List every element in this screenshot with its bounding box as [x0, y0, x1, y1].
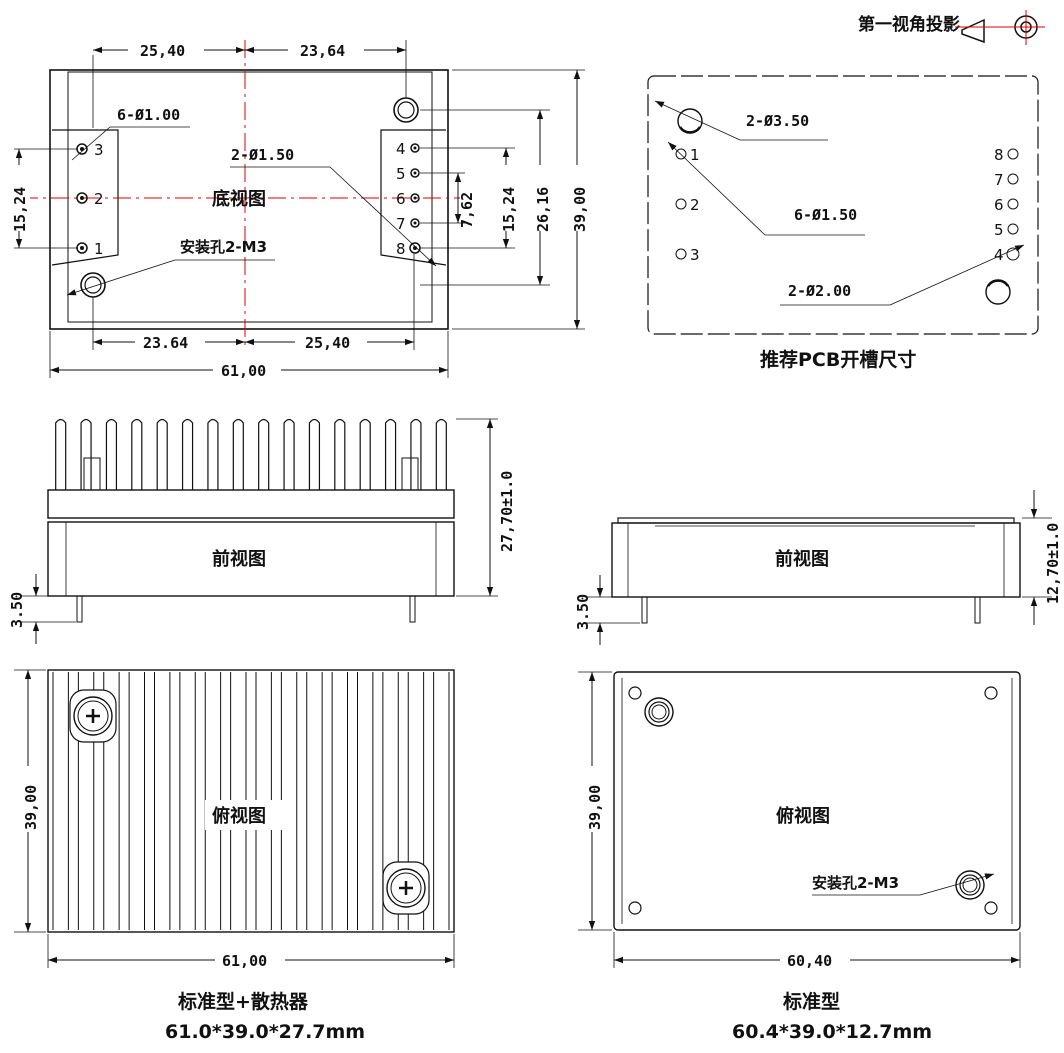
top-standard-outline: [613, 671, 1021, 931]
dim-bottom-height: 39,00: [571, 187, 589, 232]
bottom-view: 3 2 1 4 5 6 7 8 底视图 25,40 23,64: [10, 40, 589, 380]
dim-bottom-width: 61,00: [221, 362, 266, 380]
front-view-standard: 前视图 12,70±1.0 3.50: [574, 490, 1062, 645]
projection-label: 第一视角投影: [858, 14, 960, 35]
front-std-body: [611, 522, 1021, 598]
dim-front-standard-height: 12,70±1.0: [1044, 523, 1062, 604]
dim-bottom-left-span: 15,24: [11, 187, 29, 232]
bottom-right-pin-block: [380, 129, 447, 266]
heatsink-fin: [435, 418, 447, 490]
heatsink-screw-left: [83, 457, 101, 491]
bottom-left-pin-block: [51, 129, 119, 266]
heatsink-fin: [105, 418, 118, 490]
dim-front-heatsink-height: 27,70±1.0: [498, 471, 516, 552]
bottom-right-pin-label: 4: [396, 140, 406, 158]
front-body: [47, 521, 455, 597]
bottom-right-pins: 4 5 6 7 8: [396, 140, 421, 258]
caption-standard-name: 标准型: [783, 990, 840, 1013]
projection-symbol: 第一视角投影: [858, 10, 1045, 45]
top-heatsink-title: 俯视图: [212, 805, 266, 827]
note-top-standard-mount: 安装孔2-M3: [812, 874, 899, 892]
front-standard-title: 前视图: [775, 548, 829, 570]
dim-bottom-bottom-left: 23.64: [143, 334, 188, 352]
heatsink-fin: [131, 418, 143, 490]
bottom-outline: [49, 69, 449, 330]
heatsink-fin: [308, 418, 321, 490]
dim-top-heatsink-height: 39,00: [22, 785, 40, 830]
dim-top-heatsink-width: 61,00: [222, 952, 267, 970]
pcb-right-pin-label: 7: [994, 171, 1004, 189]
bottom-left-pin-label: 1: [94, 240, 104, 258]
pcb-view-title: 推荐PCB开槽尺寸: [760, 348, 916, 371]
pcb-left-pin-label: 3: [690, 246, 700, 264]
heatsink-fin: [232, 418, 244, 490]
caption-standard-size: 60.4*39.0*12.7mm: [732, 1021, 932, 1043]
bottom-right-pin-label: 7: [396, 215, 406, 233]
front-std-pin-right: [974, 596, 981, 624]
caption-heatsink-name: 标准型+散热器: [178, 990, 309, 1013]
dim-front-standard-pin: 3.50: [574, 594, 592, 630]
heatsink-screw-right: [401, 457, 419, 491]
dim-front-heatsink-pin: 3.50: [8, 592, 26, 628]
heatsink-fin: [334, 418, 346, 490]
note-bottom-mount: 安装孔2-M3: [180, 238, 267, 256]
note-pcb-large-hole: 2-Ø3.50: [746, 112, 809, 130]
note-pcb-power-hole: 2-Ø2.00: [788, 282, 851, 300]
front-view-heatsink: 前视图 27,70±1.0 3.50: [8, 418, 516, 644]
top-heatsink-outline: [47, 669, 455, 933]
heatsink-fins: [55, 418, 447, 490]
top-view-heatsink: 俯视图 39,00 61,00 标准型+散热器 61.0*39.0*27.7mm: [14, 669, 455, 1043]
pcb-right-pin-label: 5: [994, 221, 1004, 239]
bottom-left-pin-label: 2: [94, 190, 104, 208]
pcb-right-pin-label: 6: [994, 196, 1004, 214]
top-standard-title: 俯视图: [776, 805, 830, 827]
pcb-view: 1 2 3 8 7 6 5 4 2-Ø3.50 6-Ø1.50 2-Ø2.00 …: [647, 75, 1039, 371]
bottom-left-pin-label: 3: [94, 141, 104, 159]
pcb-outline: [647, 75, 1039, 335]
dim-top-standard-height: 39,00: [586, 785, 604, 830]
bottom-left-pins: 3 2 1: [76, 141, 104, 258]
note-bottom-pins-left: 6-Ø1.00: [117, 106, 180, 124]
note-bottom-pins-right: 2-Ø1.50: [231, 146, 294, 164]
heatsink-fin: [283, 418, 295, 490]
heatsink-fin: [156, 418, 168, 490]
bottom-right-pin-label: 5: [396, 165, 406, 183]
pcb-right-pin-label: 8: [994, 146, 1004, 164]
heatsink-fin: [410, 418, 422, 490]
note-pcb-signal-holes: 6-Ø1.50: [794, 206, 857, 224]
bottom-right-pin-label: 6: [396, 190, 406, 208]
heatsink-fin: [181, 418, 194, 490]
dim-bottom-right-span: 15,24: [500, 187, 518, 232]
dim-bottom-right-inner: 7,62: [458, 192, 476, 228]
pcb-left-pin-label: 1: [690, 146, 700, 164]
top-view-standard: 俯视图 安装孔2-M3 39,00 60,40 标准型 60.4*39.0*12…: [578, 671, 1021, 1043]
heatsink-fin: [258, 418, 270, 490]
bottom-view-title: 底视图: [212, 188, 266, 210]
dim-bottom-top-left: 25,40: [140, 42, 185, 60]
dim-bottom-right-outer: 26,16: [534, 187, 552, 232]
front-heatsink-title: 前视图: [212, 548, 266, 570]
bottom-right-pin-label: 8: [396, 240, 406, 258]
dim-bottom-bottom-right: 25,40: [305, 334, 350, 352]
top-standard-mount-hole-icon: [644, 697, 674, 727]
heatsink-fin: [80, 418, 92, 490]
dim-bottom-top-right: 23,64: [300, 42, 345, 60]
projection-cone-icon: [961, 18, 985, 44]
heatsink-fin: [207, 418, 219, 490]
front-pin-right: [409, 595, 416, 623]
heatsink-fin: [55, 418, 67, 490]
pcb-left-pin-label: 2: [690, 196, 700, 214]
heatsink-fin: [384, 418, 397, 490]
dim-top-standard-width: 60,40: [787, 952, 832, 970]
caption-heatsink-size: 61.0*39.0*27.7mm: [165, 1021, 365, 1043]
front-std-pin-left: [641, 596, 648, 624]
front-pin-left: [76, 595, 83, 623]
heatsink-fin: [359, 418, 371, 490]
pcb-right-pin-label: 4: [994, 246, 1004, 264]
